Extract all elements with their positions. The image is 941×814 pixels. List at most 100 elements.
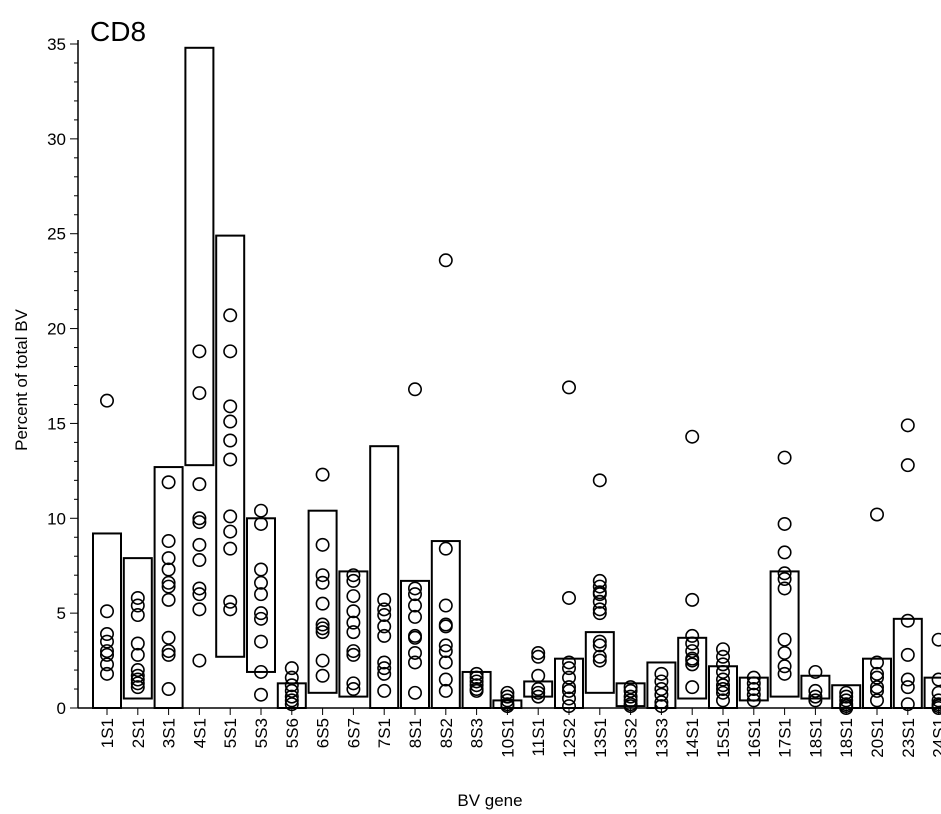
data-point [284,693,299,708]
data-point [223,524,238,539]
x-tick-label: 6S7 [344,718,363,748]
data-point [869,666,884,681]
data-point [592,473,607,488]
data-point [500,689,515,704]
data-point [100,604,115,619]
data-point [315,467,330,482]
data-point [192,344,207,359]
data-point [161,644,176,659]
data-point [654,666,669,681]
data-point [161,551,176,566]
data-point [869,507,884,522]
range-box [122,557,153,700]
data-point [808,664,823,679]
data-point [777,545,792,560]
data-point [161,534,176,549]
data-point [900,418,915,433]
data-point [746,687,761,702]
data-point [254,664,269,679]
data-point [346,647,361,662]
data-point [469,670,484,685]
range-box [523,680,554,698]
range-box [215,234,246,658]
data-point [192,587,207,602]
data-point [130,663,145,678]
data-point [715,685,730,700]
data-point [407,587,422,602]
data-point [592,634,607,649]
data-point [161,592,176,607]
y-tick-label: 0 [57,699,66,718]
data-point [284,661,299,676]
data-point [777,581,792,596]
data-point [346,682,361,697]
data-point [623,683,638,698]
x-tick-label: 23S1 [899,718,918,758]
data-point [900,647,915,662]
x-tick-label: 11S1 [529,718,548,756]
data-point [746,670,761,685]
data-point [407,630,422,645]
data-point [777,516,792,531]
x-tick-label: 7S1 [375,718,394,748]
data-point [654,687,669,702]
data-point [315,668,330,683]
data-point [315,537,330,552]
data-point [315,653,330,668]
data-point [715,649,730,664]
data-point [715,682,730,697]
data-point [685,653,700,668]
data-point [623,693,638,708]
data-point [192,653,207,668]
x-tick-label: 3S1 [160,718,179,748]
data-point [223,414,238,429]
x-tick-label: 10S1 [498,718,517,758]
range-box [338,570,369,698]
data-point [592,587,607,602]
data-point [685,592,700,607]
data-point [407,685,422,700]
data-point [284,689,299,704]
data-point [130,676,145,691]
y-tick-label: 5 [57,604,66,623]
data-point [438,644,453,659]
range-boxes [92,46,941,710]
range-box [800,674,831,700]
range-box [184,46,215,467]
data-point [900,680,915,695]
data-point [315,625,330,640]
data-point [100,644,115,659]
data-point [315,568,330,583]
range-box [153,466,184,710]
data-point [623,689,638,704]
data-point [592,638,607,653]
data-point [592,594,607,609]
data-point [161,475,176,490]
x-tick-label: 8S3 [468,718,487,748]
y-tick-label: 35 [47,35,66,54]
data-point [192,386,207,401]
data-point [223,541,238,556]
data-point [223,399,238,414]
data-point [192,537,207,552]
data-point [223,433,238,448]
data-point [161,630,176,645]
data-point [685,657,700,672]
data-point [685,680,700,695]
x-tick-label: 20S1 [868,718,887,758]
x-tick-label: 18S1 [806,718,825,758]
range-box [892,617,923,709]
x-tick-label: 5S6 [283,718,302,748]
data-point [377,602,392,617]
data-point [192,602,207,617]
x-tick-label: 12S2 [560,718,579,758]
data-point [100,393,115,408]
data-point [100,657,115,672]
data-point [130,598,145,613]
y-tick-label: 15 [47,414,66,433]
data-point [223,509,238,524]
data-point [377,655,392,670]
data-point [346,573,361,588]
data-point [346,644,361,659]
data-point [407,382,422,397]
